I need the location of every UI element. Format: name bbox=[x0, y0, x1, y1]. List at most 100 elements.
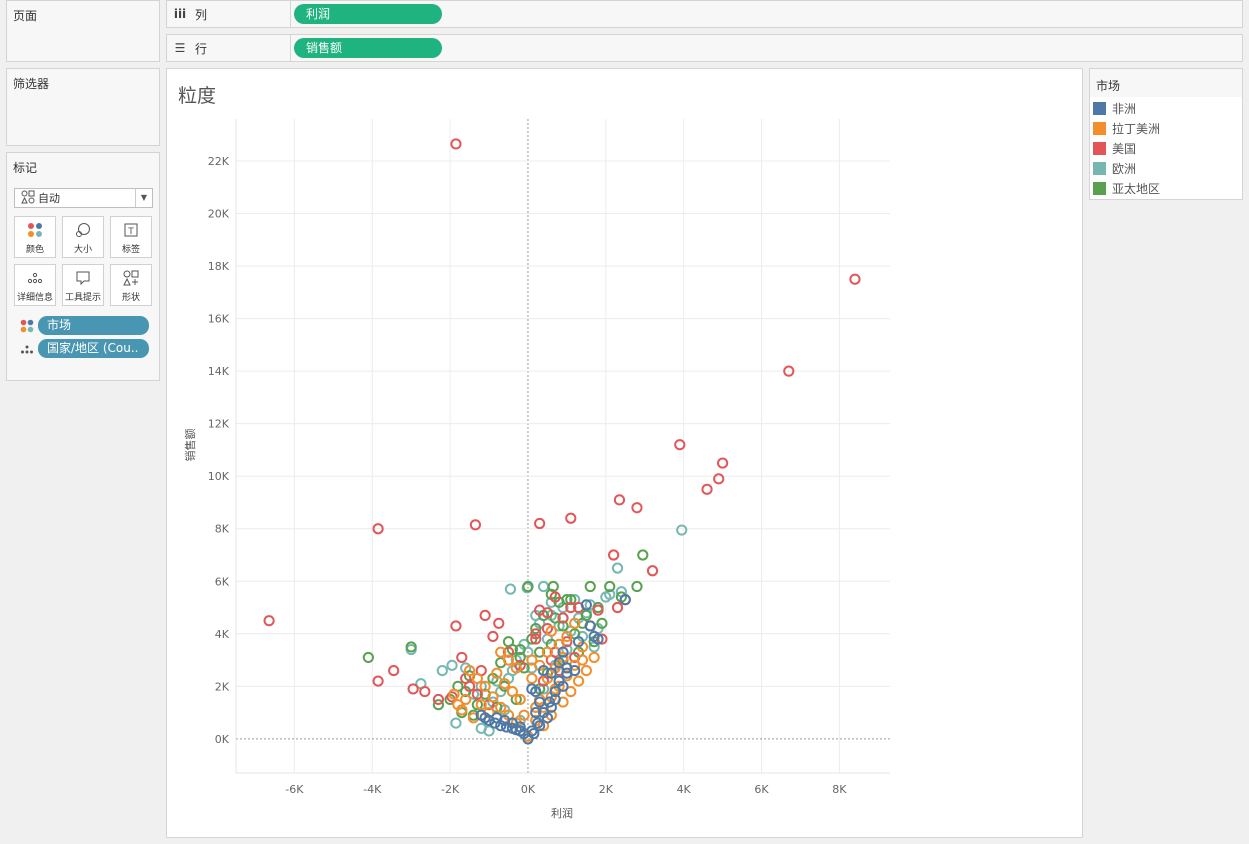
data-point bbox=[549, 685, 561, 698]
data-point bbox=[530, 633, 542, 645]
data-point bbox=[499, 678, 511, 690]
data-point bbox=[674, 439, 686, 451]
data-point bbox=[432, 693, 445, 706]
y-tick-label: 22K bbox=[208, 155, 230, 168]
size-button[interactable]: 大小 bbox=[62, 216, 104, 258]
data-point bbox=[569, 617, 581, 629]
legend-label: 欧洲 bbox=[1112, 161, 1137, 176]
data-point bbox=[565, 685, 577, 698]
data-point bbox=[596, 617, 608, 629]
data-point bbox=[463, 664, 476, 677]
data-point bbox=[849, 273, 861, 285]
data-point bbox=[471, 672, 483, 685]
data-point bbox=[557, 646, 569, 658]
y-tick-label: 20K bbox=[208, 208, 230, 221]
data-point bbox=[450, 138, 462, 150]
profit-column-pill[interactable]: 利润 bbox=[294, 4, 442, 24]
size-button-label: 大小 bbox=[73, 245, 92, 255]
color-icon bbox=[20, 319, 34, 333]
y-axis-title: 销售额 bbox=[183, 429, 197, 462]
pages-panel[interactable]: 页面 bbox=[6, 0, 160, 62]
legend-item-europe[interactable]: 欧洲 bbox=[1093, 159, 1136, 177]
rows-shelf-label: ☰ 行 bbox=[167, 35, 291, 61]
tooltip-icon bbox=[63, 270, 103, 290]
data-point bbox=[489, 717, 501, 729]
columns-shelf[interactable]: iii 列 利润 bbox=[166, 0, 1243, 28]
data-point bbox=[362, 651, 374, 664]
data-point bbox=[475, 699, 487, 711]
filters-title: 筛选器 bbox=[13, 77, 50, 91]
label-button[interactable]: T 标签 bbox=[110, 216, 152, 258]
data-point bbox=[419, 685, 431, 698]
legend-header: 市场 bbox=[1090, 69, 1242, 97]
color-button[interactable]: 颜色 bbox=[14, 216, 56, 258]
shape-button[interactable]: 形状 bbox=[110, 264, 152, 306]
chart-title: 粒度 bbox=[178, 85, 216, 107]
data-point bbox=[526, 654, 538, 666]
data-point bbox=[547, 580, 559, 593]
legend-swatch bbox=[1093, 121, 1106, 135]
data-point bbox=[487, 691, 499, 703]
x-tick-label: -6K bbox=[285, 783, 304, 796]
legend-label: 亚太地区 bbox=[1112, 181, 1161, 196]
data-point bbox=[502, 646, 515, 658]
x-axis-title: 利润 bbox=[551, 806, 573, 820]
data-point bbox=[534, 646, 546, 658]
tooltip-button[interactable]: 工具提示 bbox=[62, 264, 104, 306]
data-point bbox=[526, 672, 538, 685]
legend-swatch bbox=[1093, 101, 1106, 115]
data-point bbox=[545, 667, 557, 679]
legend-item-usa[interactable]: 美国 bbox=[1093, 139, 1136, 157]
data-point bbox=[514, 643, 526, 656]
x-tick-label: 6K bbox=[754, 783, 769, 796]
data-point bbox=[549, 612, 561, 624]
data-point bbox=[592, 604, 604, 616]
legend-swatch bbox=[1093, 181, 1106, 195]
market-field-pill[interactable]: 市场 bbox=[38, 316, 149, 335]
data-point bbox=[491, 667, 503, 679]
data-point bbox=[557, 620, 569, 632]
data-point bbox=[541, 712, 554, 724]
data-point bbox=[646, 565, 659, 577]
data-point bbox=[545, 701, 557, 713]
data-point bbox=[637, 549, 649, 561]
legend-label: 美国 bbox=[1112, 141, 1137, 156]
data-point bbox=[436, 664, 448, 677]
y-tick-label: 0K bbox=[215, 733, 230, 746]
legend-item-latin-america[interactable]: 拉丁美洲 bbox=[1093, 119, 1160, 137]
data-point bbox=[475, 709, 487, 721]
data-point bbox=[530, 622, 542, 635]
x-tick-label: 8K bbox=[832, 783, 847, 796]
legend-swatch bbox=[1093, 141, 1106, 155]
data-point bbox=[372, 523, 384, 535]
filters-panel[interactable]: 筛选器 bbox=[6, 68, 160, 146]
data-point bbox=[619, 594, 631, 606]
x-tick-label: 2K bbox=[599, 783, 614, 796]
y-tick-label: 16K bbox=[208, 313, 230, 326]
data-point bbox=[514, 693, 526, 706]
detail-button[interactable]: 详细信息 bbox=[14, 264, 56, 306]
label-button-label: 标签 bbox=[121, 245, 140, 255]
data-point bbox=[405, 641, 417, 653]
legend-item-asia-pacific[interactable]: 亚太地区 bbox=[1093, 179, 1160, 197]
data-point bbox=[561, 630, 573, 643]
rows-shelf[interactable]: ☰ 行 销售额 bbox=[166, 34, 1243, 62]
mark-type-dropdown[interactable]: 自动 ▼ bbox=[14, 188, 153, 208]
data-point bbox=[495, 701, 507, 713]
view-panel: 粒度 -6K -4K -2K 0K 2K 4K 6K 8K 0K 2K 4K 6K 8K 10K 12K 14… bbox=[166, 68, 1083, 838]
country-field-pill[interactable]: 国家/地区 (Cou.. bbox=[38, 339, 149, 358]
y-tick-label: 2K bbox=[215, 680, 230, 693]
x-tick-label: -4K bbox=[363, 783, 382, 796]
data-point bbox=[460, 693, 472, 706]
data-point bbox=[479, 609, 491, 622]
data-point bbox=[588, 630, 600, 643]
chevron-down-icon[interactable]: ▼ bbox=[135, 189, 152, 207]
data-point bbox=[372, 675, 384, 687]
marks-title: 标记 bbox=[13, 161, 38, 175]
legend-item-africa[interactable]: 非洲 bbox=[1093, 99, 1136, 117]
data-point bbox=[506, 722, 518, 734]
y-tick-label: 18K bbox=[208, 260, 230, 273]
sales-row-pill[interactable]: 销售额 bbox=[294, 38, 442, 58]
data-point bbox=[608, 549, 620, 561]
detail-icon bbox=[15, 270, 55, 290]
